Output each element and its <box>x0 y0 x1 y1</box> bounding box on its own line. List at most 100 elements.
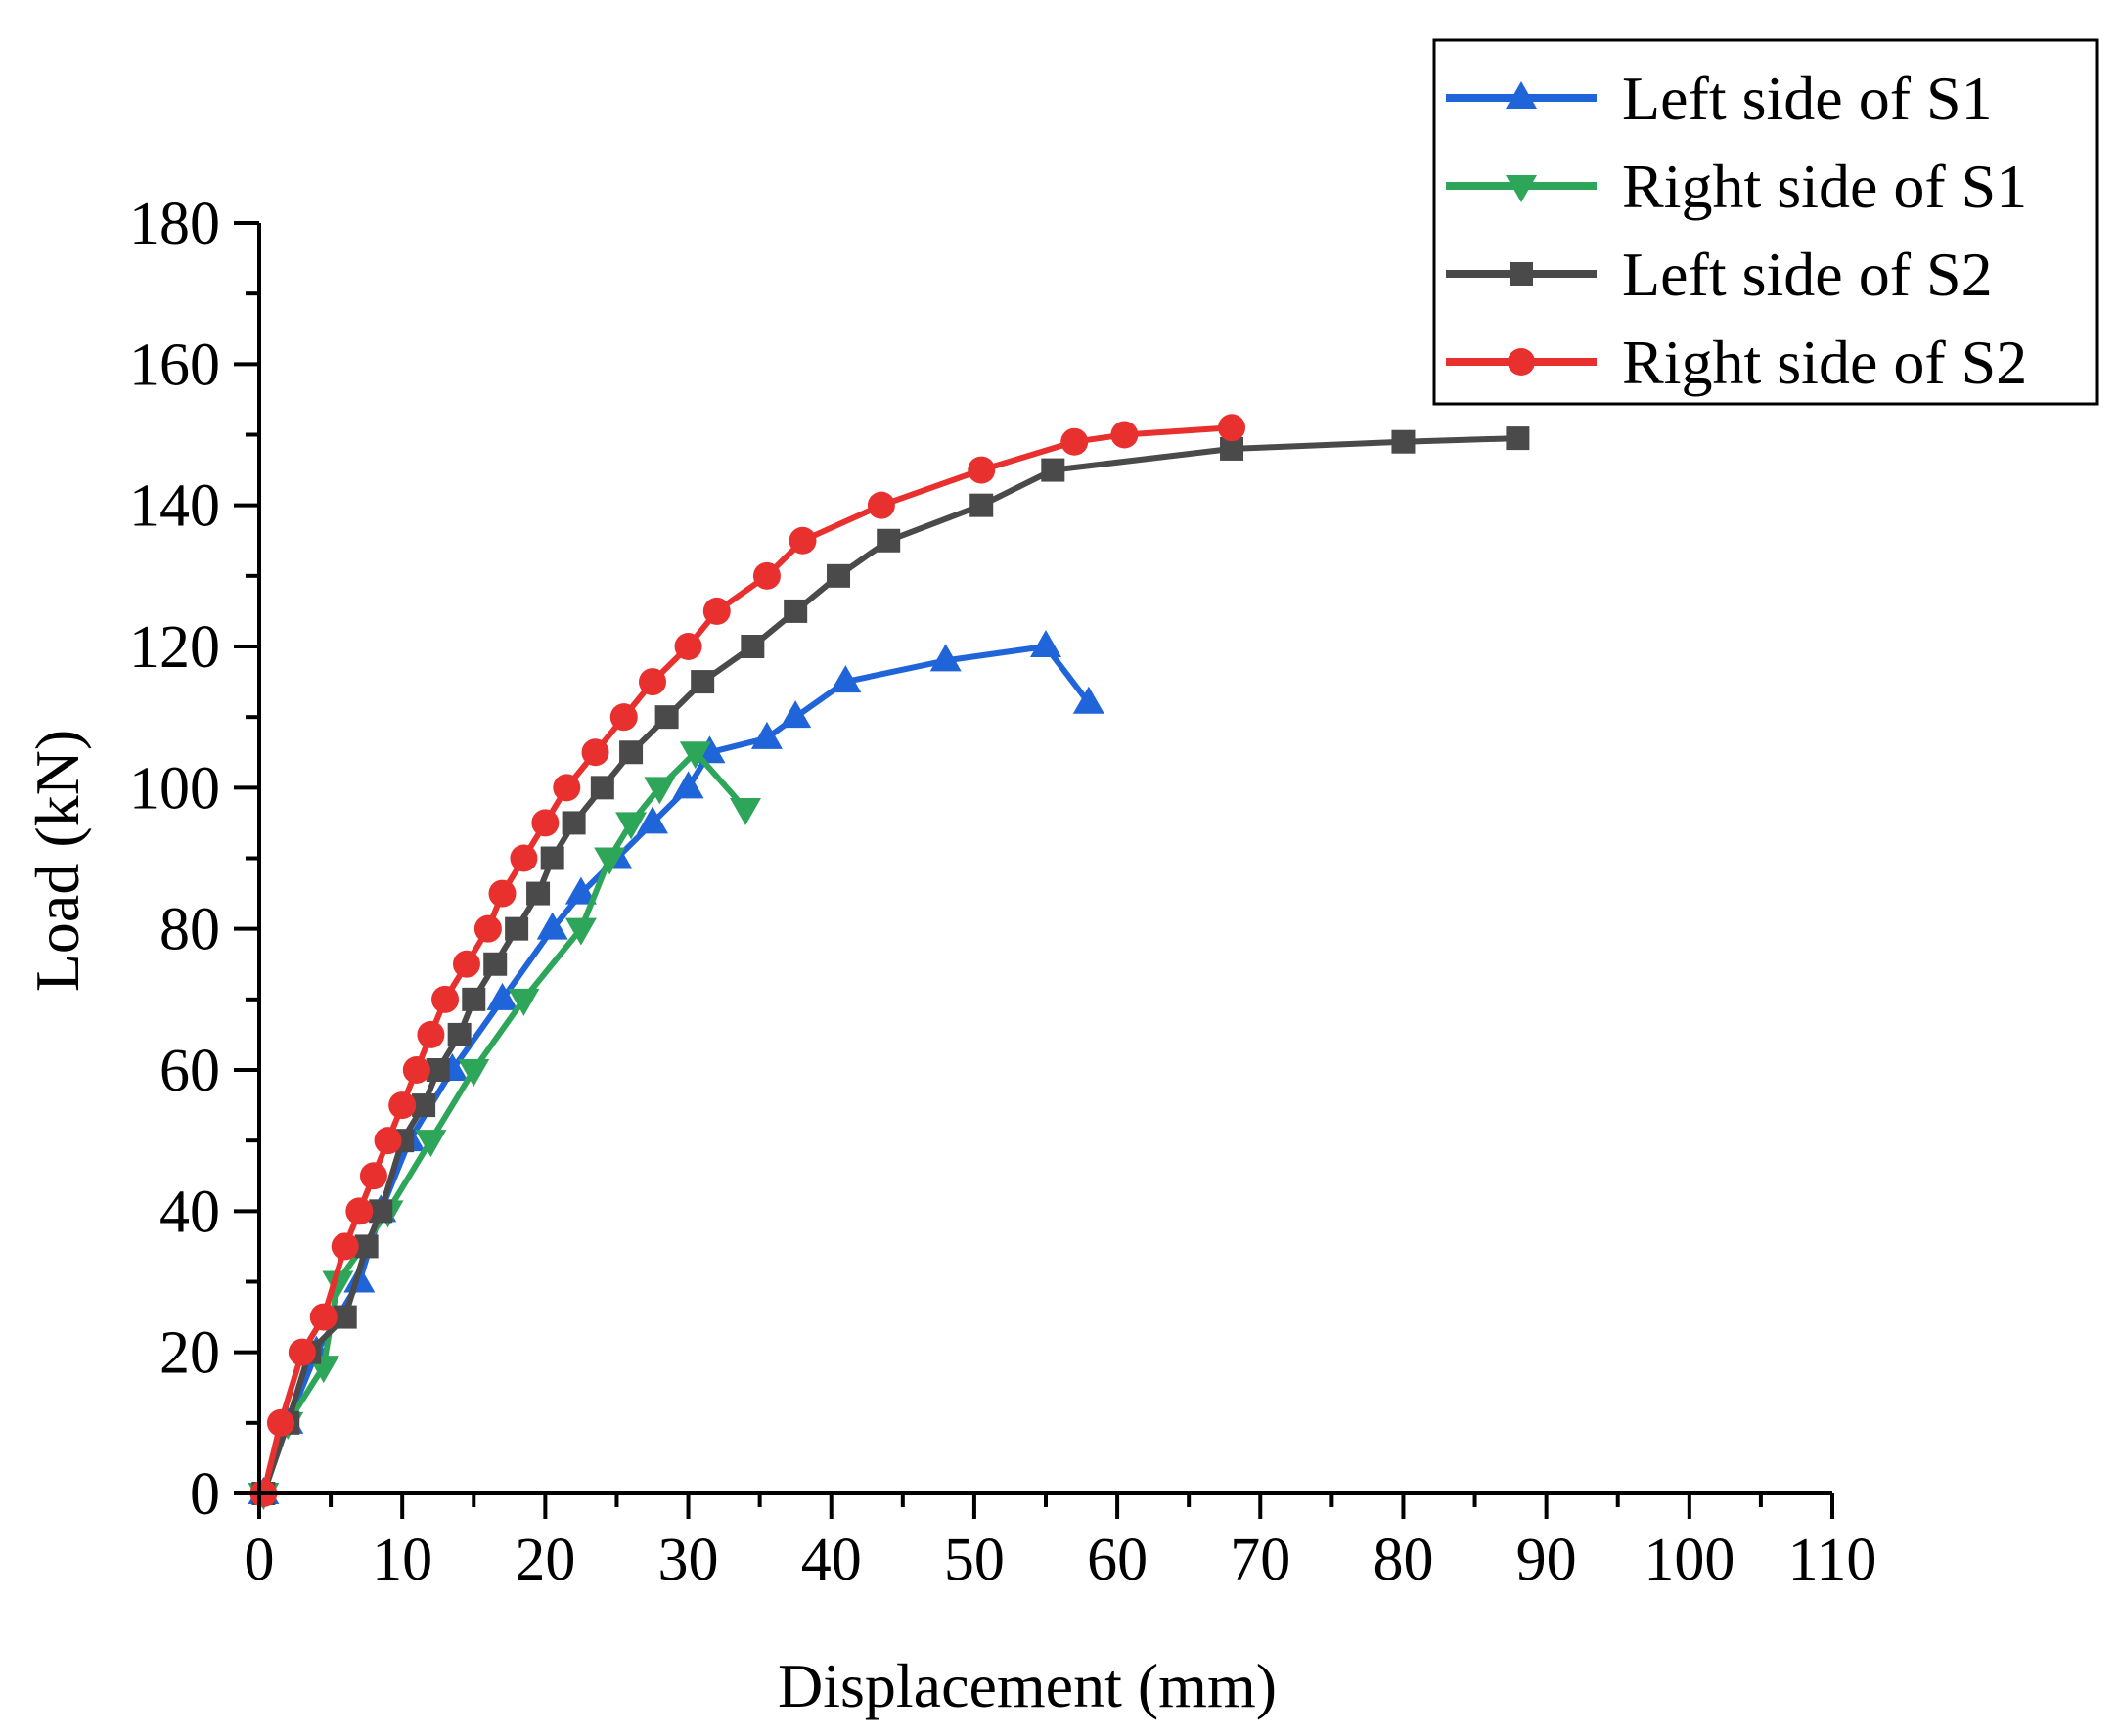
data-point <box>531 809 560 837</box>
series-4 <box>249 414 1246 1507</box>
x-tick-label: 40 <box>801 1527 862 1593</box>
data-point <box>564 917 597 946</box>
data-point <box>483 952 508 976</box>
legend-label: Left side of S2 <box>1622 240 1993 309</box>
y-tick-label: 100 <box>129 755 220 822</box>
data-point <box>877 528 901 553</box>
data-point <box>540 846 564 870</box>
y-tick-label: 80 <box>159 897 220 963</box>
x-tick-label: 90 <box>1516 1527 1577 1593</box>
x-tick-label: 70 <box>1230 1527 1290 1593</box>
data-point <box>590 776 614 800</box>
series-1 <box>248 630 1104 1504</box>
data-point <box>345 1197 374 1225</box>
data-point <box>639 668 666 696</box>
data-point <box>417 1020 445 1048</box>
data-point <box>615 812 648 840</box>
data-point <box>359 1162 387 1190</box>
data-point <box>730 797 762 825</box>
y-tick-label: 180 <box>129 191 220 257</box>
data-point <box>562 811 586 835</box>
y-tick-label: 60 <box>159 1038 220 1104</box>
y-tick-label: 120 <box>129 614 220 681</box>
data-point <box>331 1232 359 1261</box>
legend-marker <box>1510 262 1533 286</box>
x-tick-label: 10 <box>372 1527 432 1593</box>
ticks: 0 10 20 30 40 50 60 70 80 90 100 110 0 20 40 60 80 100 120… <box>129 191 1876 1593</box>
series-2 <box>248 741 762 1510</box>
legend-label: Left side of S1 <box>1622 64 1993 133</box>
data-point <box>431 985 460 1013</box>
x-axis-title: Displacement (mm) <box>778 1651 1277 1720</box>
data-point <box>830 665 862 693</box>
data-point <box>564 876 597 905</box>
data-point <box>780 700 812 729</box>
data-point <box>827 563 851 588</box>
data-point <box>508 988 540 1016</box>
data-point <box>458 1059 490 1087</box>
data-point <box>1110 421 1139 449</box>
data-point <box>309 1303 338 1331</box>
series-line <box>260 749 748 1494</box>
data-point <box>488 879 517 908</box>
data-point <box>374 1127 402 1155</box>
data-point <box>322 1270 354 1299</box>
x-tick-label: 50 <box>944 1527 1005 1593</box>
data-point <box>609 703 638 732</box>
data-point <box>1060 427 1089 456</box>
data-point <box>447 1022 472 1046</box>
data-point <box>1030 630 1061 657</box>
x-tick-label: 30 <box>658 1527 719 1593</box>
y-tick-label: 160 <box>129 332 220 398</box>
data-point <box>969 493 994 517</box>
data-point <box>288 1338 316 1366</box>
data-point <box>1391 429 1416 454</box>
data-point <box>526 881 551 906</box>
data-point <box>536 912 568 940</box>
legend-item: Right side of S2 <box>1446 328 2027 397</box>
legend-marker <box>1506 81 1537 109</box>
x-tick-label: 0 <box>245 1527 275 1593</box>
axes <box>257 223 1832 1495</box>
data-point <box>644 777 676 805</box>
data-point <box>752 561 781 590</box>
series-line <box>260 435 1518 1494</box>
y-tick-label: 20 <box>159 1320 220 1387</box>
y-tick-label: 140 <box>129 473 220 540</box>
data-point <box>1072 686 1104 714</box>
series-3 <box>251 426 1530 1505</box>
data-point <box>581 738 609 767</box>
y-axis-title: Load (kN) <box>23 730 92 992</box>
x-tick-label: 60 <box>1087 1527 1148 1593</box>
data-point <box>1506 426 1530 451</box>
x-tick-label: 80 <box>1373 1527 1433 1593</box>
legend: Left side of S1 Right side of S1 Left side… <box>1432 38 2099 406</box>
data-point <box>505 916 529 941</box>
data-point <box>702 597 731 625</box>
legend-marker <box>1508 348 1535 376</box>
legend-item: Right side of S1 <box>1446 152 2027 221</box>
y-tick-label: 0 <box>190 1461 220 1528</box>
data-point <box>750 721 783 749</box>
data-point <box>473 914 502 943</box>
legend-item: Left side of S1 <box>1446 64 1993 133</box>
data-point <box>1041 458 1065 482</box>
series-line <box>260 424 1233 1494</box>
data-point <box>968 456 996 484</box>
data-point <box>388 1091 417 1120</box>
series-layer <box>248 414 1530 1510</box>
data-point <box>452 950 480 978</box>
x-tick-label: 100 <box>1644 1527 1735 1593</box>
data-point <box>594 847 626 875</box>
data-point <box>654 705 679 730</box>
data-point <box>486 982 518 1010</box>
data-point <box>674 633 702 660</box>
data-point <box>672 771 704 799</box>
data-point <box>510 844 538 872</box>
legend-items: Left side of S1 Right side of S1 Left side… <box>1446 64 2027 397</box>
data-point <box>784 599 808 623</box>
x-tick-label: 110 <box>1788 1527 1877 1593</box>
data-point <box>266 1408 294 1437</box>
legend-label: Right side of S1 <box>1622 152 2027 221</box>
